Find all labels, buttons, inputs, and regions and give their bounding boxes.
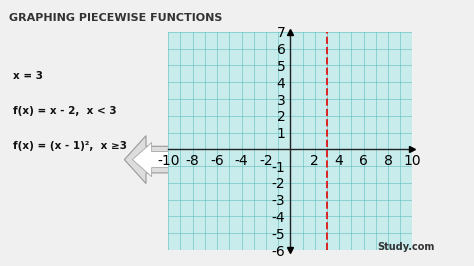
Text: f(x) = (x - 1)²,  x ≥3: f(x) = (x - 1)², x ≥3 [13, 141, 128, 151]
Text: x = 3: x = 3 [13, 71, 44, 81]
Polygon shape [124, 136, 177, 184]
Text: Study.com: Study.com [377, 242, 435, 252]
Text: GRAPHING PIECEWISE FUNCTIONS: GRAPHING PIECEWISE FUNCTIONS [9, 13, 223, 23]
Text: f(x) = x - 2,  x < 3: f(x) = x - 2, x < 3 [13, 106, 117, 116]
Polygon shape [132, 143, 172, 177]
